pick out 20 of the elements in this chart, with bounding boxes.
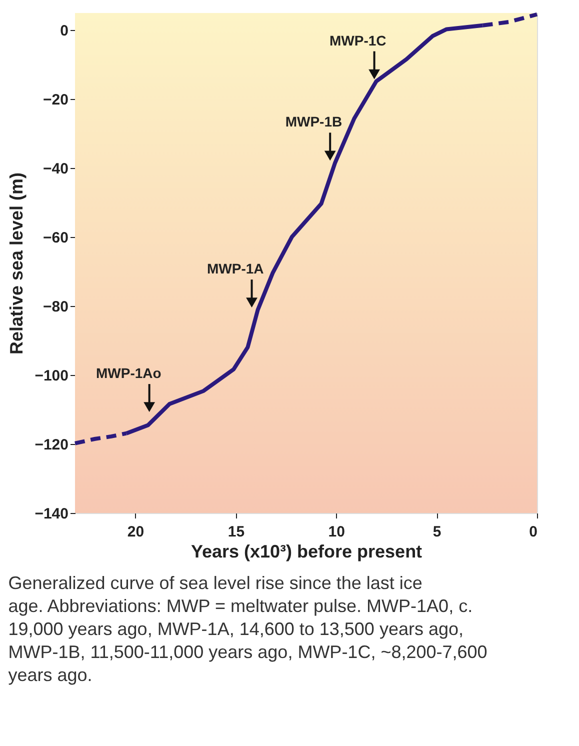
- y-tick-label: −20: [43, 92, 68, 109]
- y-tick-label: −80: [43, 298, 68, 316]
- y-tick-label: −120: [34, 436, 68, 454]
- x-axis-title: Years (x10³) before present: [190, 542, 422, 562]
- x-tick-label: 0: [529, 524, 538, 540]
- y-tick-label: −60: [43, 230, 68, 247]
- y-tick-label: −140: [34, 506, 68, 522]
- y-axis-title: Relative sea level (m): [6, 172, 27, 355]
- text: Generalized curve of sea level rise since the last ice age. Abbreviations: MWP = meltwater pulse. MWP-1A0, c. 19,000 years ago, MWP-1A, 14,600 to 13,500 years ago, MWP-1B, 11,500-11,000 years ago, MWP-1C, ~8,200-7,600 years ago.: [8, 573, 488, 685]
- y-tick-label: 0: [60, 22, 68, 40]
- annotation: MWP-1C: [330, 32, 386, 48]
- y-tick-label: −100: [34, 368, 68, 385]
- x-tick-label: 10: [328, 524, 345, 540]
- x-tick-label: 20: [127, 524, 144, 540]
- x-tick-label: 15: [228, 524, 245, 540]
- y-tick-label: −40: [43, 160, 68, 178]
- annotation: MWP-1A: [206, 260, 264, 277]
- annotation: MWP-1Ao: [96, 365, 162, 382]
- x-tick-label: 5: [432, 524, 442, 540]
- annotation: MWP-1B: [285, 114, 342, 130]
